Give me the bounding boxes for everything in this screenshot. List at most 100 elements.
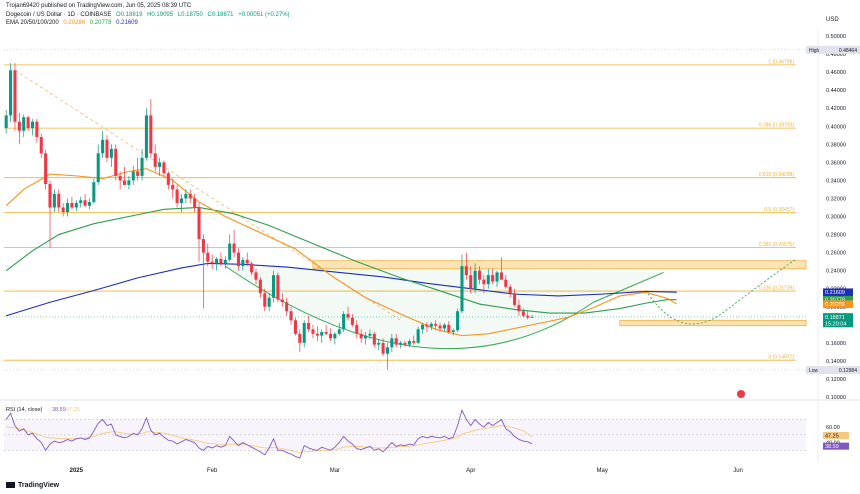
candle-body-14 bbox=[66, 202, 70, 212]
candle-body-63 bbox=[280, 299, 284, 303]
candle-body-103 bbox=[456, 311, 460, 331]
candle-body-78 bbox=[346, 313, 350, 318]
candle-body-118 bbox=[521, 311, 525, 316]
close-value: C0.18871 bbox=[207, 12, 234, 18]
x-tick-label-3: Apr bbox=[466, 468, 475, 474]
candle-body-24 bbox=[109, 148, 113, 158]
low-marker-label: Low bbox=[809, 368, 819, 374]
candle-body-20 bbox=[92, 182, 96, 203]
price-label-box-2 bbox=[823, 300, 853, 308]
x-tick-label-2: Mar bbox=[330, 468, 340, 474]
candle-body-50 bbox=[223, 259, 227, 264]
candle-body-47 bbox=[210, 261, 214, 264]
low-value: L0.18750 bbox=[177, 12, 203, 18]
candle-body-29 bbox=[131, 171, 135, 181]
y-tick-label-9: 0.32000 bbox=[826, 196, 846, 202]
fib-label-4: 0.382 (0.26575) bbox=[759, 242, 795, 248]
candle-body-0 bbox=[4, 115, 8, 129]
candle-body-111 bbox=[491, 275, 495, 282]
candle-body-3 bbox=[17, 121, 21, 131]
candle-body-85 bbox=[377, 342, 381, 345]
x-tick-label-1: Feb bbox=[207, 468, 218, 474]
candle-body-18 bbox=[83, 200, 87, 206]
candle-body-10 bbox=[48, 184, 52, 208]
ema100-value: 0.21609 bbox=[116, 20, 138, 26]
candle-body-44 bbox=[197, 207, 201, 240]
candle-body-66 bbox=[293, 320, 297, 334]
high-marker-label: High bbox=[809, 48, 820, 54]
candle-body-80 bbox=[355, 324, 359, 334]
candle-body-106 bbox=[469, 275, 473, 289]
candle-body-110 bbox=[486, 275, 490, 285]
candle-body-41 bbox=[184, 193, 188, 199]
candle-body-40 bbox=[179, 198, 184, 203]
y-tick-label-19: 0.12000 bbox=[826, 377, 846, 383]
tradingview-logo-icon bbox=[6, 482, 15, 489]
candle-body-79 bbox=[350, 317, 354, 325]
rsi-legend-ma: 47.25 bbox=[66, 407, 80, 413]
y-tick-label-12: 0.26000 bbox=[826, 251, 846, 257]
x-tick-label-4: May bbox=[597, 468, 608, 474]
candle-body-15 bbox=[70, 202, 74, 208]
candle-body-65 bbox=[289, 311, 293, 321]
candle-body-23 bbox=[105, 139, 109, 158]
rsi-line bbox=[5, 408, 533, 459]
price-label-0: 0.21609 bbox=[825, 290, 845, 296]
candle-body-108 bbox=[477, 270, 482, 280]
y-tick-label-3: 0.44000 bbox=[826, 88, 846, 94]
candle-body-114 bbox=[504, 279, 508, 287]
candle-body-68 bbox=[302, 322, 306, 343]
candle-body-96 bbox=[425, 324, 429, 327]
y-tick-label-13: 0.24000 bbox=[826, 269, 846, 275]
candle-body-86 bbox=[381, 342, 385, 354]
ema100-line bbox=[6, 262, 677, 317]
rsi-legend-value: 38.59 bbox=[52, 407, 66, 413]
rsi-title: RSI (14, close) bbox=[6, 407, 43, 413]
candle-body-104 bbox=[460, 266, 464, 312]
y-tick-label-0: 0.50000 bbox=[826, 34, 846, 40]
rsi-ma-box bbox=[823, 431, 849, 439]
candle-body-19 bbox=[87, 202, 91, 206]
candle-body-25 bbox=[114, 148, 118, 176]
price-label-box-1 bbox=[823, 295, 853, 304]
price-label-box-4 bbox=[823, 319, 853, 328]
price-label-box-0 bbox=[823, 288, 853, 297]
candle-body-76 bbox=[337, 329, 341, 334]
symbol-name: Dogecoin / US Dollar · 1D · COINBASE bbox=[6, 12, 112, 18]
ema50-value: 0.20778 bbox=[89, 20, 112, 26]
candle-body-12 bbox=[57, 193, 61, 208]
candle-body-120 bbox=[530, 316, 534, 318]
x-tick-label-5: Jun bbox=[733, 468, 743, 474]
low-marker-value: 0.12984 bbox=[839, 368, 857, 374]
candle-body-97 bbox=[429, 323, 433, 327]
candle-body-73 bbox=[324, 332, 328, 334]
tradingview-logo[interactable]: TradingView bbox=[6, 482, 59, 489]
open-value: O0.18819 bbox=[116, 12, 143, 18]
candle-body-101 bbox=[447, 324, 451, 333]
supply-zone-0 bbox=[312, 260, 807, 270]
ema20-line bbox=[5, 168, 678, 337]
candle-body-112 bbox=[495, 272, 499, 282]
y-tick-label-10: 0.30000 bbox=[826, 215, 846, 221]
ema-legend: EMA 20/50/100/200 0.20286 0.20778 0.2160… bbox=[6, 20, 141, 26]
candle-body-72 bbox=[320, 332, 324, 336]
fib-label-6: 0 (0.14077) bbox=[768, 355, 794, 361]
candle-body-30 bbox=[136, 171, 140, 176]
candle-body-89 bbox=[394, 338, 398, 345]
candle-body-5 bbox=[26, 117, 30, 129]
candle-body-39 bbox=[175, 189, 179, 203]
candle-body-22 bbox=[101, 139, 105, 154]
candle-body-49 bbox=[219, 258, 223, 264]
candle-body-60 bbox=[267, 297, 271, 307]
candle-body-42 bbox=[188, 193, 192, 199]
candle-body-35 bbox=[158, 162, 162, 167]
candle-body-4 bbox=[22, 117, 26, 131]
candle-body-38 bbox=[171, 184, 175, 190]
price-label-4: 15:20:04 bbox=[825, 321, 846, 327]
candle-body-16 bbox=[74, 202, 78, 208]
y-tick-label-11: 0.28000 bbox=[826, 233, 846, 239]
candle-body-17 bbox=[79, 200, 83, 203]
y-tick-label-4: 0.42000 bbox=[826, 106, 846, 112]
cup-pattern-curve bbox=[225, 265, 664, 350]
